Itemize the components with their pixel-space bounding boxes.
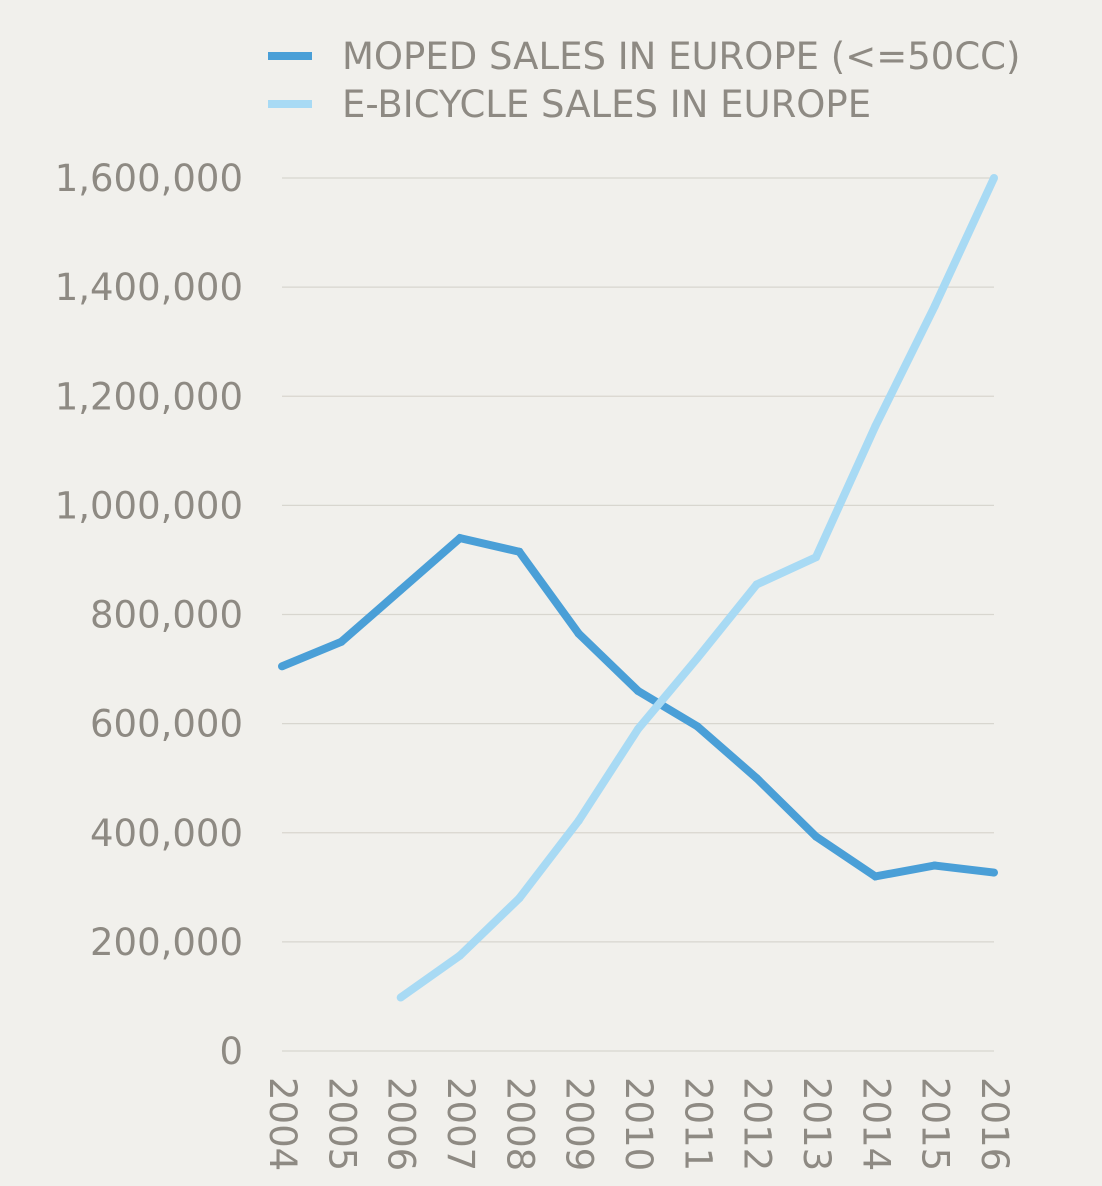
data-point-moped-2005 xyxy=(337,637,346,646)
legend-label: MOPED SALES IN EUROPE (<=50CC) xyxy=(342,35,1020,78)
y-tick-label: 0 xyxy=(219,1030,243,1073)
data-point-ebike-2010 xyxy=(634,725,642,734)
x-tick-label: 2015 xyxy=(914,1077,957,1171)
legend-item-ebike: E-BICYCLE SALES IN EUROPE xyxy=(268,83,871,126)
y-tick-label: 1,000,000 xyxy=(55,484,243,527)
x-tick-label: 2009 xyxy=(558,1077,601,1171)
legend-label: E-BICYCLE SALES IN EUROPE xyxy=(342,83,871,126)
data-point-moped-2016 xyxy=(990,868,998,877)
data-point-moped-2007 xyxy=(456,534,464,543)
data-point-ebike-2013 xyxy=(812,553,820,562)
data-point-ebike-2015 xyxy=(930,302,939,311)
data-point-moped-2004 xyxy=(278,662,286,671)
data-point-moped-2012 xyxy=(752,774,761,783)
data-point-ebike-2009 xyxy=(574,816,583,825)
data-point-moped-2014 xyxy=(871,872,880,881)
y-tick-label: 1,200,000 xyxy=(55,375,243,418)
y-tick-label: 600,000 xyxy=(90,703,243,746)
x-tick-label: 2016 xyxy=(973,1077,1016,1171)
data-point-moped-2006 xyxy=(396,585,405,594)
y-tick-label: 800,000 xyxy=(90,594,243,637)
x-tick-label: 2008 xyxy=(498,1077,541,1171)
y-tick-label: 1,400,000 xyxy=(55,266,243,309)
data-point-ebike-2014 xyxy=(871,422,880,431)
x-tick-label: 2007 xyxy=(439,1077,482,1171)
data-point-moped-2015 xyxy=(930,861,939,870)
data-point-ebike-2012 xyxy=(752,580,761,589)
data-point-moped-2008 xyxy=(515,547,524,556)
x-tick-label: 2006 xyxy=(380,1077,423,1171)
x-axis-ticks: 2004 2005 2006 2007 2008 2009 2010 2011 2012 2013… xyxy=(261,1077,1016,1171)
y-axis-ticks: 0 200,000 400,000 600,000 800,000 1,000,000 1,… xyxy=(55,157,243,1073)
data-point-moped-2010 xyxy=(634,686,642,695)
data-point-ebike-2016 xyxy=(990,174,998,182)
y-tick-label: 200,000 xyxy=(90,921,243,964)
legend-item-moped: MOPED SALES IN EUROPE (<=50CC) xyxy=(268,35,1020,78)
data-point-moped-2013 xyxy=(812,832,820,841)
x-tick-label: 2004 xyxy=(261,1077,304,1171)
series-line-moped xyxy=(280,533,995,881)
x-tick-label: 2011 xyxy=(676,1077,719,1171)
x-tick-label: 2014 xyxy=(854,1077,897,1171)
data-point-ebike-2008 xyxy=(515,894,524,903)
y-tick-label: 400,000 xyxy=(90,812,243,855)
data-point-ebike-2007 xyxy=(456,951,464,960)
data-point-ebike-2011 xyxy=(693,654,702,663)
x-tick-label: 2013 xyxy=(795,1077,838,1171)
gridlines xyxy=(282,177,994,1052)
data-point-ebike-2006 xyxy=(396,993,405,1002)
data-point-moped-2011 xyxy=(693,722,702,731)
y-tick-label: 1,600,000 xyxy=(55,157,243,200)
data-point-moped-2009 xyxy=(574,629,583,638)
data-series xyxy=(278,174,998,1002)
x-tick-label: 2012 xyxy=(736,1077,779,1171)
x-tick-label: 2010 xyxy=(617,1077,660,1171)
legend: MOPED SALES IN EUROPE (<=50CC) E-BICYCLE … xyxy=(268,35,1020,126)
x-tick-label: 2005 xyxy=(320,1077,363,1171)
